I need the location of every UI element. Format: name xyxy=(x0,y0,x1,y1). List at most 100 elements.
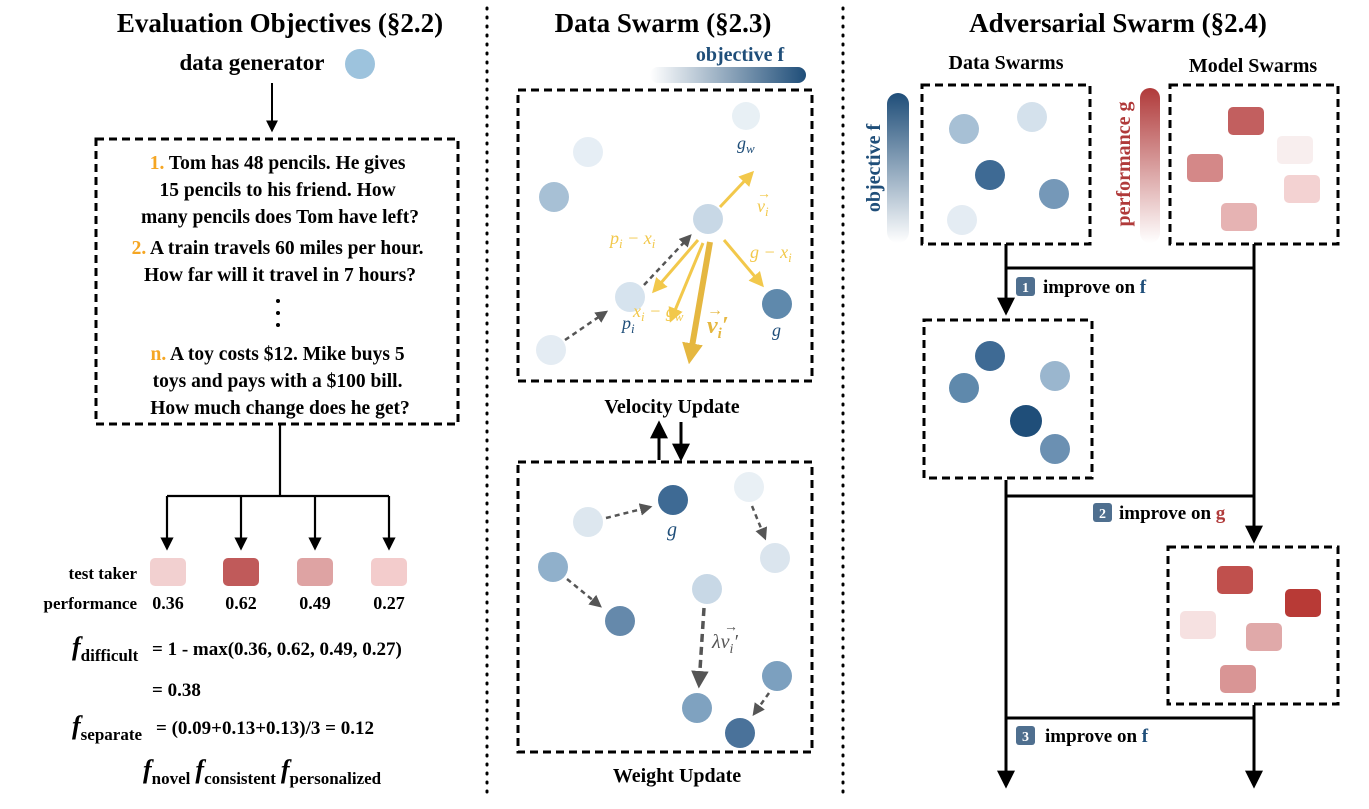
questions-box xyxy=(94,137,460,426)
question-n: n. A toy costs $12. Mike buys 5 toys and… xyxy=(150,344,409,419)
ms2-model-4 xyxy=(1246,623,1282,651)
flow-lines xyxy=(997,244,1263,789)
vel-arrow-history xyxy=(564,310,609,342)
ds1-particle-1 xyxy=(949,114,979,144)
performance-value-1: 0.36 xyxy=(152,593,184,613)
w-arrow-4 xyxy=(691,607,709,689)
w-particle-7 xyxy=(762,661,792,691)
vel-particle-pi xyxy=(615,282,645,312)
w-particle-8 xyxy=(682,693,712,723)
vel-arrow-pi-xi xyxy=(643,234,692,286)
step-1-badge xyxy=(1016,277,1035,296)
ds1-particle-4 xyxy=(1039,179,1069,209)
taker-swatch-4 xyxy=(371,558,407,586)
ds2-particle-3 xyxy=(949,373,979,403)
performance-value-3: 0.49 xyxy=(299,593,331,613)
ds2-particle-1 xyxy=(975,341,1005,371)
velocity-box xyxy=(516,88,814,383)
question-n-line-3: How much change does he get? xyxy=(150,398,409,419)
ds1-particle-2 xyxy=(1017,102,1047,132)
vel-particle-3 xyxy=(536,335,566,365)
f-symbol-1: f xyxy=(72,632,83,661)
w-arrow-3 xyxy=(566,578,602,608)
question-1-line-2: 15 pencils to his friend. How xyxy=(159,180,395,201)
taker-swatch-1 xyxy=(150,558,186,586)
vel-particle-xi xyxy=(693,204,723,234)
taker-swatch-3 xyxy=(297,558,333,586)
w-particle-g xyxy=(658,485,688,515)
ds2-particle-4 xyxy=(1010,405,1042,437)
f-novel-sub: novel xyxy=(152,769,191,788)
w-particle-3 xyxy=(760,543,790,573)
velocity-update-label: Velocity Update xyxy=(604,396,739,418)
step-3-text: improve on f xyxy=(1045,726,1149,747)
f-consistent-sub: consistent xyxy=(204,769,276,788)
question-n-line-1: A toy costs $12. Mike buys 5 xyxy=(170,344,405,365)
objective-f-vertical-bar xyxy=(887,93,909,243)
vel-particle-gw xyxy=(732,102,760,130)
objective-f-vertical-label: objective f xyxy=(863,124,885,213)
performance-g-vertical-bar xyxy=(1140,88,1160,243)
ds1-particle-5 xyxy=(947,205,977,235)
w-particle-5 xyxy=(605,606,635,636)
f-difficult-expr: = 1 - max(0.36, 0.62, 0.49, 0.27) xyxy=(152,639,402,660)
ms1-model-4 xyxy=(1284,175,1320,203)
f-symbol-3: f xyxy=(143,755,154,784)
question-2-line-2: How far will it travel in 7 hours? xyxy=(144,265,416,286)
model-swarms-label: Model Swarms xyxy=(1189,55,1318,77)
performance-label: performance xyxy=(44,594,138,613)
objective-f-label: objective f xyxy=(696,44,785,66)
data-swarm-box-2 xyxy=(922,318,1094,480)
ms1-model-3 xyxy=(1277,136,1313,164)
ms2-model-5 xyxy=(1220,665,1256,693)
generator-dot xyxy=(345,49,375,79)
right-panel: Adversarial Swarm (§2.4) Data Swarms Mod… xyxy=(863,8,1340,789)
vel-particle-1 xyxy=(573,137,603,167)
performance-value-4: 0.27 xyxy=(373,593,405,613)
vel-arrow-g-xi xyxy=(722,239,764,288)
performance-value-2: 0.62 xyxy=(225,593,257,613)
ds2-particle-5 xyxy=(1040,434,1070,464)
label-vi-prime: vi′ xyxy=(707,313,729,342)
left-title: Evaluation Objectives (§2.2) xyxy=(117,8,443,38)
vel-arrow-xi-gw xyxy=(668,242,705,323)
label-gw: gw xyxy=(737,133,755,156)
f-difficult-result: = 0.38 xyxy=(152,680,201,701)
f-symbol-5: f xyxy=(281,755,292,784)
ms2-model-3 xyxy=(1180,611,1216,639)
label-lambda-vec: → xyxy=(724,620,738,635)
weight-box xyxy=(516,460,814,754)
step-2-text: improve on g xyxy=(1119,503,1226,524)
question-n-num: n. xyxy=(151,344,167,365)
w-particle-6 xyxy=(692,574,722,604)
vel-arrow-pi-yellow xyxy=(652,239,700,294)
w-arrow-5 xyxy=(752,692,771,717)
generator-label: data generator xyxy=(180,50,325,75)
step-3-badge xyxy=(1016,726,1035,745)
weight-update-label: Weight Update xyxy=(613,765,741,787)
w-arrow-2 xyxy=(750,505,768,541)
ms1-model-2 xyxy=(1187,154,1223,182)
step-1: 1 improve on f xyxy=(1016,277,1147,298)
taker-swatch-2 xyxy=(223,558,259,586)
objective-gradient-bar xyxy=(650,67,806,83)
left-panel: Evaluation Objectives (§2.2) data genera… xyxy=(44,8,460,788)
step-2-num: 2 xyxy=(1099,507,1106,522)
step-3-num: 3 xyxy=(1022,730,1029,745)
ms1-model-1 xyxy=(1228,107,1264,135)
test-taker-label: test taker xyxy=(69,564,138,583)
data-swarms-label: Data Swarms xyxy=(949,52,1064,74)
label-lambda-v: λvi′ xyxy=(711,631,738,657)
step-1-num: 1 xyxy=(1022,281,1029,296)
label-pi: pi xyxy=(620,313,635,336)
vel-particle-2 xyxy=(539,182,569,212)
ds2-particle-2 xyxy=(1040,361,1070,391)
f-difficult-sub: difficult xyxy=(81,646,139,665)
question-1-line-1: Tom has 48 pencils. He gives xyxy=(169,153,406,174)
w-particle-2 xyxy=(734,472,764,502)
ds1-particle-3 xyxy=(975,160,1005,190)
step-2-badge xyxy=(1093,503,1112,522)
label-vi-prime-vec: → xyxy=(707,302,723,319)
f-difficult-formula: fdifficult = 1 - max(0.36, 0.62, 0.49, 0.… xyxy=(72,632,402,665)
